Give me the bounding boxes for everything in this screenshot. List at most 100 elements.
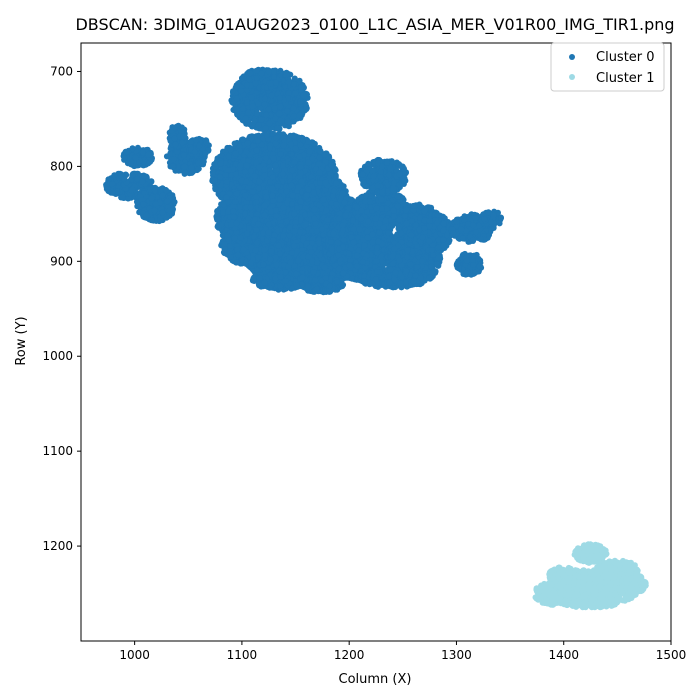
data-point [159,192,166,199]
data-point [291,159,298,166]
data-point [132,155,139,161]
data-point [279,170,286,177]
data-point [170,156,177,163]
data-point [244,140,251,147]
data-point [223,179,230,185]
data-point [119,194,126,201]
data-point [242,115,249,122]
data-point [285,79,292,86]
data-point [171,124,178,131]
data-point [322,152,328,158]
data-point [287,132,294,139]
data-point [316,169,323,176]
series-cluster-0 [103,66,504,296]
data-point [192,136,199,143]
data-point [169,163,176,170]
data-point [258,70,265,77]
data-point [148,156,155,163]
data-point [265,68,272,75]
data-point [277,103,284,110]
data-point [267,145,273,152]
data-point [195,160,202,167]
data-point [251,173,258,180]
data-point [148,195,155,202]
data-point [239,105,246,112]
plot-points [103,66,649,611]
data-point [203,139,210,146]
data-point [261,172,268,179]
data-point [232,150,239,157]
data-point [231,140,238,147]
data-point [181,163,188,170]
data-point [305,159,312,166]
data-point [290,105,297,112]
data-point [247,70,254,77]
data-point [151,187,158,194]
data-point [151,207,158,214]
data-point [109,181,116,187]
data-point [248,135,255,142]
data-point [256,164,263,171]
data-point [309,155,316,162]
data-point [252,80,259,87]
data-point [332,167,339,174]
data-point [258,141,265,148]
data-point [262,125,269,132]
data-point [159,209,166,216]
data-point [178,124,185,131]
data-point [243,178,250,185]
data-point [110,189,116,196]
data-point [328,162,335,169]
data-point [225,167,232,173]
data-point [171,199,178,205]
data-point [297,99,304,105]
data-point [128,161,134,168]
data-point [140,201,147,208]
data-point [129,145,136,152]
data-point [290,113,297,120]
data-point [246,76,253,83]
data-point [316,161,323,168]
data-point [271,105,278,111]
data-point [239,136,246,143]
data-point [245,109,252,116]
data-point [188,164,195,171]
data-point [276,94,283,101]
data-point [121,176,128,182]
data-point [262,155,269,162]
data-point [300,92,307,99]
chart-title: DBSCAN: 3DIMG_01AUG2023_0100_L1C_ASIA_ME… [75,15,674,35]
data-point [232,171,239,178]
data-point [253,147,260,154]
data-point [247,168,254,175]
data-point [233,106,240,113]
data-point [250,142,257,149]
data-point [263,112,270,119]
data-point [283,71,290,78]
data-point [297,170,304,177]
data-point [272,162,279,169]
data-point [273,135,280,142]
data-point [164,198,171,205]
data-point [145,151,152,158]
data-point [288,141,294,148]
data-point [129,172,136,179]
data-point [243,162,250,169]
data-point [139,178,146,185]
data-point [280,142,287,149]
data-point [261,95,268,102]
data-point [266,120,273,127]
data-point [270,155,277,162]
data-point [292,90,299,97]
data-point [265,106,272,113]
data-point [316,154,323,161]
data-point [163,187,170,194]
data-point [243,149,250,156]
data-point [121,155,128,161]
data-point [264,132,270,139]
data-point [272,79,279,86]
data-point [123,148,130,155]
data-point [230,88,236,95]
data-point [129,186,136,193]
data-point [171,135,178,142]
